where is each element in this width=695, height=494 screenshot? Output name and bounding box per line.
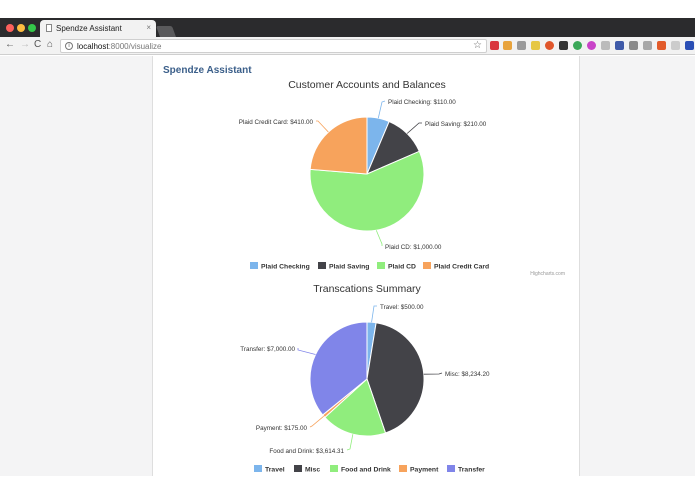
legend-swatch[interactable] xyxy=(250,262,258,269)
zoom-window-button[interactable] xyxy=(28,24,36,32)
charts-canvas: Customer Accounts and Balances Plaid Chec… xyxy=(239,79,565,474)
pie-slice[interactable] xyxy=(309,321,368,416)
extension-icon[interactable] xyxy=(615,41,624,50)
extension-icon[interactable] xyxy=(503,41,512,50)
chart-title: Transcations Summary xyxy=(313,283,421,295)
extension-icon[interactable] xyxy=(671,41,680,50)
extension-icon[interactable] xyxy=(587,41,596,50)
legend-item[interactable]: Plaid CD xyxy=(388,264,416,271)
data-label-connector xyxy=(371,305,377,323)
legend-swatch[interactable] xyxy=(399,465,407,472)
data-label: Misc: $8,234.20 xyxy=(445,371,490,378)
extension-icon[interactable] xyxy=(545,41,554,50)
data-label-connector xyxy=(309,415,325,428)
top-strip xyxy=(0,0,695,18)
data-label: Plaid Checking: $110.00 xyxy=(388,99,456,106)
browser-tab[interactable]: Spendze Assistant × xyxy=(40,20,156,37)
extension-icon[interactable] xyxy=(601,41,610,50)
minimize-window-button[interactable] xyxy=(17,24,25,32)
pie-slice[interactable] xyxy=(309,150,425,232)
extension-icon[interactable] xyxy=(531,41,540,50)
pie-slice[interactable] xyxy=(366,322,425,434)
tab-title: Spendze Assistant xyxy=(56,24,122,33)
page-icon xyxy=(46,24,52,32)
brand-title[interactable]: Spendze Assistant xyxy=(163,65,252,76)
data-label-connector xyxy=(297,348,316,355)
data-label-connector xyxy=(375,230,383,246)
legend-swatch[interactable] xyxy=(254,465,262,472)
legend-swatch[interactable] xyxy=(294,465,302,472)
pie-slice[interactable] xyxy=(309,116,368,175)
legend-item[interactable]: Misc xyxy=(305,467,320,474)
back-icon[interactable]: ← xyxy=(5,39,15,50)
data-label-connector xyxy=(316,120,329,133)
legend-swatch[interactable] xyxy=(447,465,455,472)
reload-icon[interactable]: C xyxy=(34,39,42,50)
tab-close-icon[interactable]: × xyxy=(146,23,151,32)
legend-swatch[interactable] xyxy=(377,262,385,269)
info-icon[interactable]: i xyxy=(65,42,73,50)
data-label-connector xyxy=(377,100,386,119)
highcharts-credits-link[interactable]: Highcharts.com xyxy=(530,271,565,277)
legend-item[interactable]: Travel xyxy=(265,467,285,474)
data-label: Transfer: $7,000.00 xyxy=(240,346,295,353)
url-path: :8000/visualize xyxy=(108,42,162,51)
close-window-button[interactable] xyxy=(6,24,14,32)
page-viewport: Spendze Assistant Customer Accounts and … xyxy=(0,56,695,476)
extension-icon[interactable] xyxy=(517,41,526,50)
url-host: localhost xyxy=(77,42,109,51)
legend-item[interactable]: Plaid Saving xyxy=(329,264,369,271)
extension-icon[interactable] xyxy=(573,41,582,50)
legend-item[interactable]: Plaid Checking xyxy=(261,264,310,271)
data-label: Food and Drink: $3,614.31 xyxy=(269,448,344,455)
data-label: Plaid Credit Card: $410.00 xyxy=(239,119,314,126)
pie-slice[interactable] xyxy=(324,378,387,437)
data-label: Travel: $500.00 xyxy=(380,304,424,311)
extension-icon[interactable] xyxy=(629,41,638,50)
legend-swatch[interactable] xyxy=(423,262,431,269)
bottom-strip xyxy=(0,476,695,494)
extension-icon[interactable] xyxy=(657,41,666,50)
chart-title: Customer Accounts and Balances xyxy=(288,79,446,91)
extension-icon[interactable] xyxy=(643,41,652,50)
address-bar[interactable]: i localhost:8000/visualize ☆ xyxy=(60,39,487,53)
legend-item[interactable]: Transfer xyxy=(458,467,485,474)
legend-item[interactable]: Food and Drink xyxy=(341,467,391,474)
data-label-connector xyxy=(406,122,422,134)
main-content: Spendze Assistant Customer Accounts and … xyxy=(152,56,580,476)
data-label: Payment: $175.00 xyxy=(256,425,308,432)
data-label: Plaid Saving: $210.00 xyxy=(425,121,487,128)
extension-icon[interactable] xyxy=(685,41,694,50)
forward-icon[interactable]: → xyxy=(20,39,30,50)
bookmark-star-icon[interactable]: ☆ xyxy=(473,40,482,51)
legend-item[interactable]: Plaid Credit Card xyxy=(434,264,489,271)
data-label-connector xyxy=(423,372,443,375)
legend-item[interactable]: Payment xyxy=(410,467,439,474)
legend-swatch[interactable] xyxy=(318,262,326,269)
legend-swatch[interactable] xyxy=(330,465,338,472)
extension-gmail-icon[interactable] xyxy=(490,41,499,50)
data-label: Plaid CD: $1,000.00 xyxy=(385,244,442,251)
data-label-connector xyxy=(346,434,354,451)
extension-icon[interactable] xyxy=(559,41,568,50)
home-icon[interactable]: ⌂ xyxy=(47,39,54,50)
